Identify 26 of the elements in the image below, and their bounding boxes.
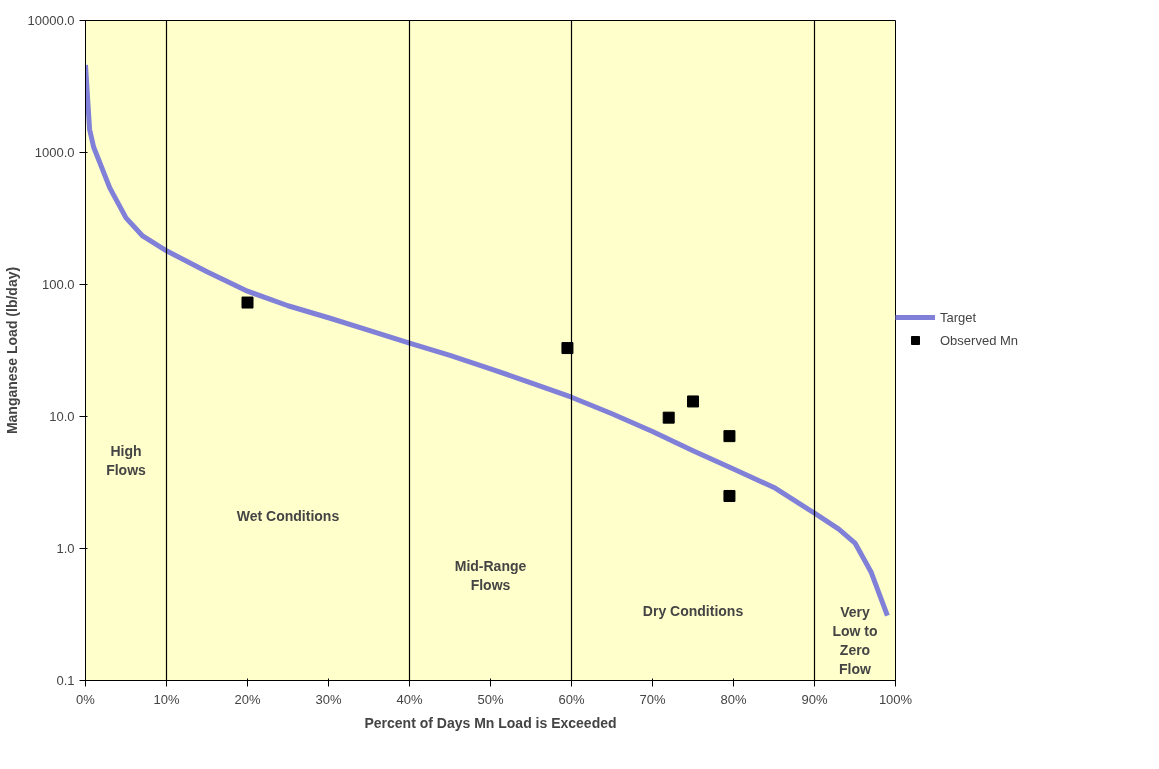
y-tick-label: 1.0	[56, 541, 75, 556]
annotation: Very Low to Zero Flow	[832, 603, 878, 678]
x-tick-label: 20%	[234, 691, 261, 707]
legend-label: Observed Mn	[940, 332, 1019, 348]
x-tick-label: 100%	[878, 691, 913, 707]
y-tick-label: 10.0	[49, 409, 75, 424]
annotation: High Flows	[106, 442, 147, 479]
x-axis-title: Percent of Days Mn Load is Exceeded	[364, 714, 617, 731]
annotation: Wet Conditions	[236, 507, 340, 524]
y-axis-title: Manganese Load (lb/day)	[3, 266, 20, 435]
x-tick-label: 70%	[639, 691, 666, 707]
annotation: Mid-Range Flows	[454, 557, 527, 594]
x-tick-label: 0%	[76, 691, 96, 707]
y-tick-label: 100.0	[41, 277, 75, 292]
y-tick-label: 0.1	[56, 673, 75, 688]
x-tick-label: 10%	[153, 691, 180, 707]
annotation: Dry Conditions	[642, 602, 744, 619]
y-tick-label: 1000.0	[34, 145, 75, 160]
x-tick-label: 80%	[720, 691, 747, 707]
x-tick-label: 90%	[801, 691, 828, 707]
x-tick-label: 30%	[315, 691, 342, 707]
x-tick-label: 40%	[396, 691, 423, 707]
x-tick-label: 50%	[477, 691, 504, 707]
legend-label: Target	[940, 309, 977, 325]
y-tick-label: 10000.0	[27, 13, 75, 28]
x-tick-label: 60%	[558, 691, 585, 707]
